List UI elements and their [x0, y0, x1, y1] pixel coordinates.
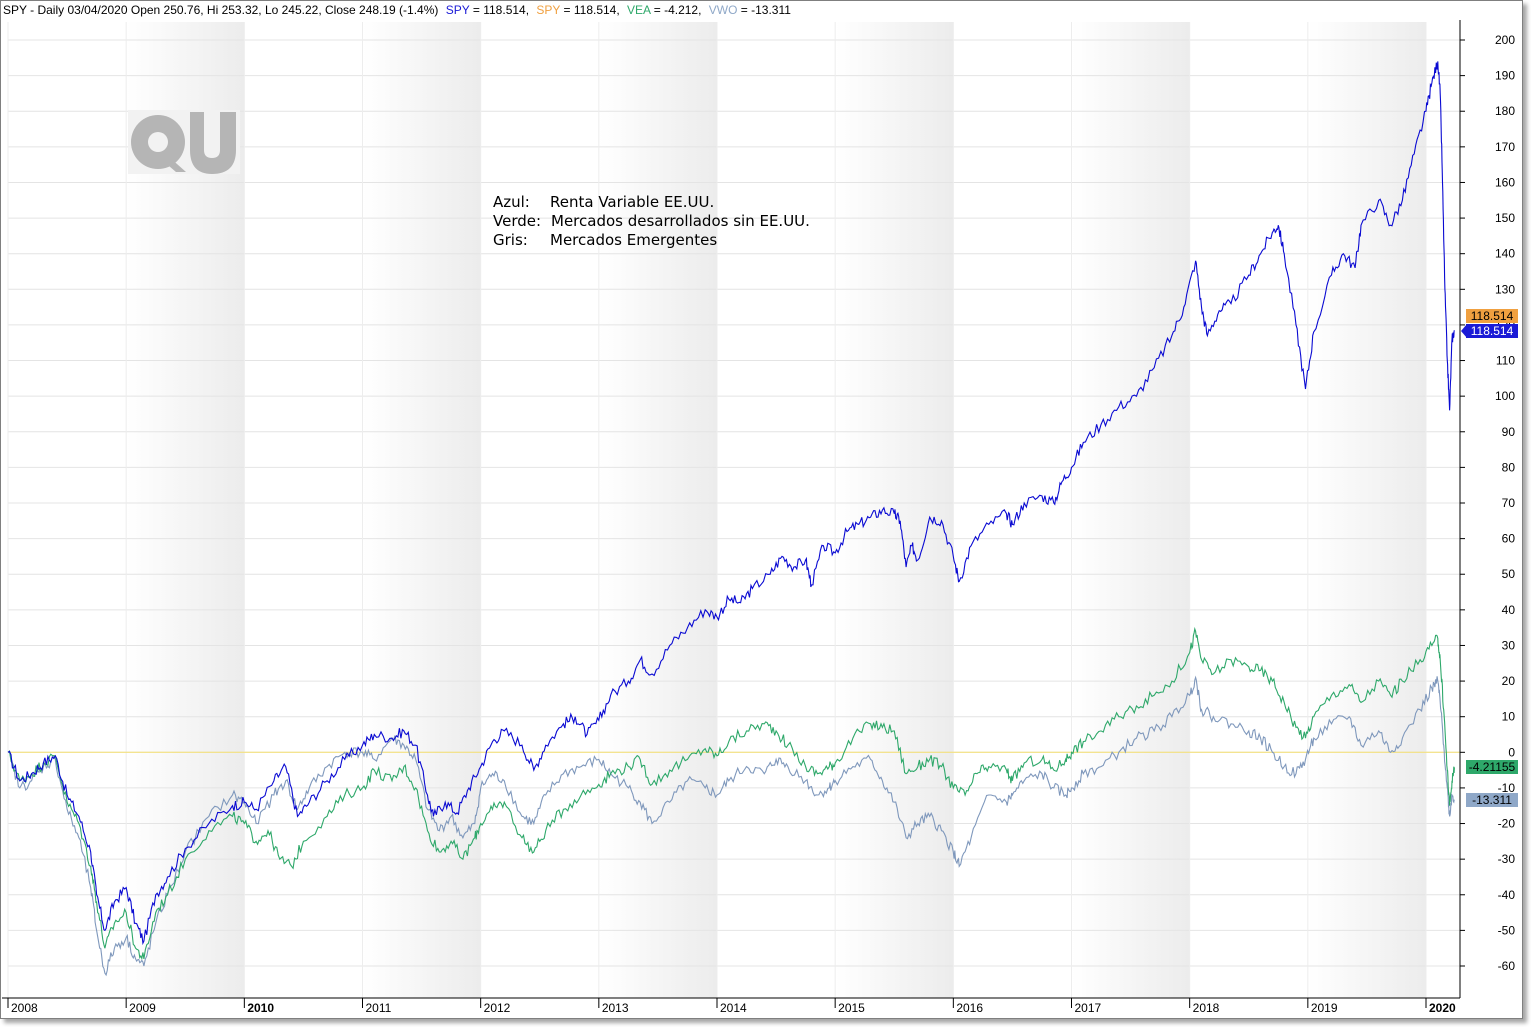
header-item-spy-orange: SPY [536, 3, 560, 17]
year-band-2013 [598, 22, 717, 998]
y-tick-label: -30 [1498, 852, 1516, 866]
x-tick-label: 2018 [1193, 1001, 1220, 1015]
x-tick-label: 2019 [1311, 1001, 1338, 1015]
value-badge: -13.311 [1466, 793, 1518, 807]
legend-label-verde: Verde: [493, 212, 541, 230]
y-tick-label: 80 [1502, 460, 1516, 474]
year-band-2011 [362, 22, 481, 998]
x-tick-label: 2012 [484, 1001, 511, 1015]
y-tick-label: -50 [1498, 923, 1516, 937]
header-item-vwo: VWO [709, 3, 738, 17]
series-line-vea [7, 626, 1455, 961]
badge-box [1466, 309, 1518, 323]
y-tick-label: 10 [1502, 710, 1516, 724]
value-badge: 118.514 [1461, 324, 1518, 338]
y-tick-label: 60 [1502, 532, 1516, 546]
x-tick-label: 2015 [838, 1001, 865, 1015]
y-tick-label: 70 [1502, 496, 1516, 510]
chart-header: SPY - Daily 03/04/2020 Open 250.76, Hi 2… [3, 3, 791, 17]
badge-label: 118.514 [1471, 324, 1514, 338]
badge-label: -4.21155 [1469, 760, 1516, 774]
badge-box [1466, 324, 1518, 338]
y-tick-label: -10 [1498, 781, 1516, 795]
y-tick-label: 30 [1502, 638, 1516, 652]
value-badge: -4.21155 [1466, 760, 1518, 774]
x-tick-label: 2016 [956, 1001, 983, 1015]
year-bands [126, 22, 1426, 998]
badge-arrow-icon [1461, 324, 1467, 338]
x-tick-label: 2009 [129, 1001, 156, 1015]
series-layer [7, 61, 1455, 977]
header-item-vea: VEA [627, 3, 651, 17]
legend-label-azul: Azul: [493, 193, 530, 211]
x-axis-ticks: 2008 2009 2010 2011 2012 2013 2014 2015 2016 2017… [7, 998, 1456, 1015]
year-band-2019 [1307, 22, 1426, 998]
year-band-2015 [835, 22, 954, 998]
y-tick-label: 20 [1502, 674, 1516, 688]
y-tick-label: -60 [1498, 959, 1516, 973]
y-tick-label: 130 [1495, 282, 1515, 296]
y-tick-label: 90 [1502, 425, 1516, 439]
legend-annotation: Azul: Renta Variable EE.UU. Verde: Merca… [493, 193, 810, 249]
y-tick-label: 140 [1495, 247, 1515, 261]
y-tick-label: -40 [1498, 888, 1516, 902]
year-band-2009 [126, 22, 245, 998]
x-tick-label: 2013 [602, 1001, 629, 1015]
y-tick-label: 170 [1495, 140, 1515, 154]
legend-text-azul: Renta Variable EE.UU. [550, 193, 714, 211]
legend-text-verde: Mercados desarrollados sin EE.UU. [551, 212, 810, 230]
header-symbol-line: SPY - Daily 03/04/2020 Open 250.76, Hi 2… [3, 3, 438, 17]
legend-label-gris: Gris: [493, 231, 528, 249]
year-band-2017 [1071, 22, 1190, 998]
series-line-spy [7, 61, 1455, 946]
y-tick-label: 40 [1502, 603, 1516, 617]
x-tick-label: 2017 [1075, 1001, 1102, 1015]
badge-box [1466, 793, 1518, 807]
qu-logo [128, 110, 240, 174]
y-tick-label: 190 [1495, 69, 1515, 83]
x-tick-label: 2011 [366, 1001, 392, 1015]
y-tick-label: 50 [1502, 567, 1516, 581]
grid-lines [7, 22, 1460, 998]
x-tick-label: 2010 [247, 1001, 274, 1015]
x-tick-label: 2014 [720, 1001, 747, 1015]
y-tick-label: 200 [1495, 33, 1515, 47]
y-tick-label: 160 [1495, 175, 1515, 189]
badge-label: -13.311 [1472, 793, 1512, 807]
y-tick-label: -20 [1498, 817, 1516, 831]
y-tick-label: 150 [1495, 211, 1515, 225]
y-axis-ticks: 2001901801701601501401301201101009080706… [1460, 33, 1515, 973]
badge-label: 118.514 [1471, 309, 1514, 323]
y-tick-label: 180 [1495, 104, 1515, 118]
legend-text-gris: Mercados Emergentes [550, 231, 717, 249]
y-tick-label: 100 [1495, 389, 1515, 403]
y-tick-label: 110 [1496, 354, 1515, 368]
value-badge: 118.514 [1466, 309, 1518, 323]
y-tick-label: 0 [1508, 745, 1515, 759]
header-item-spy-blue: SPY [446, 3, 470, 17]
x-tick-label: 2008 [11, 1001, 38, 1015]
x-tick-label: 2020 [1429, 1001, 1456, 1015]
badge-box [1466, 760, 1518, 774]
